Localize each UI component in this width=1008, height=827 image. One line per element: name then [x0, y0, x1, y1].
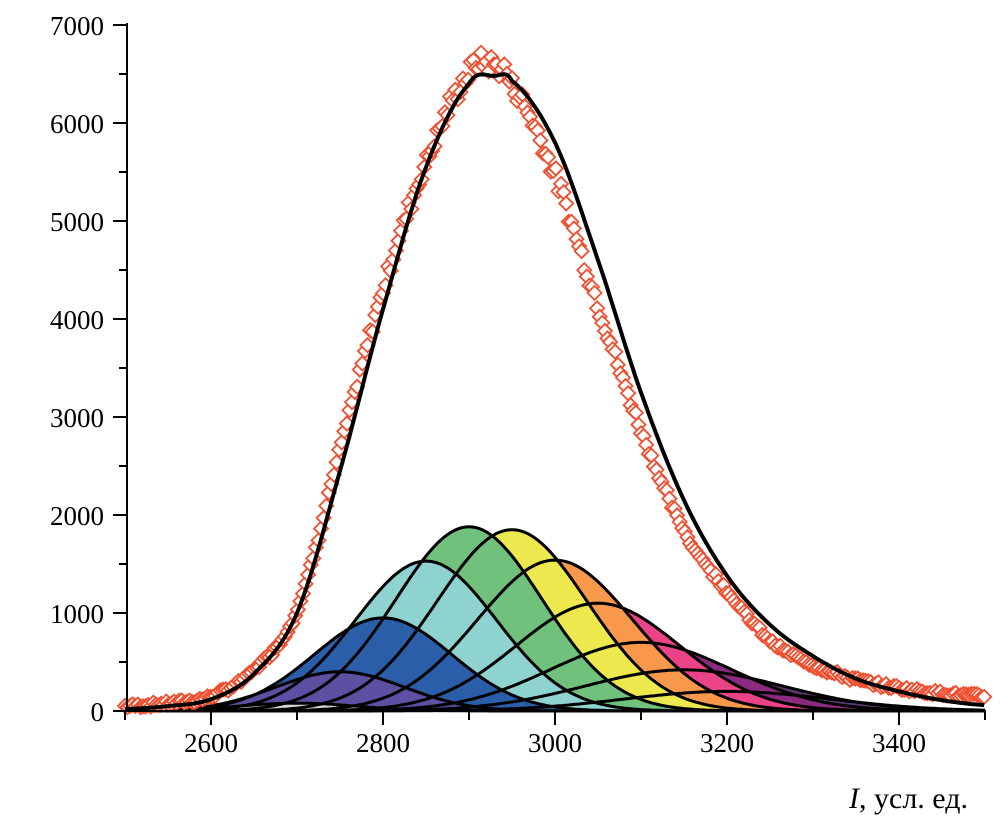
data-point [606, 343, 624, 361]
y-tick-label: 2000 [50, 501, 104, 531]
data-point [586, 284, 603, 302]
x-tick-label: 3000 [528, 728, 582, 758]
fit-curve [124, 72, 985, 711]
x-tick-label: 2800 [356, 728, 410, 758]
y-tick-label: 0 [91, 697, 105, 727]
x-axis-label-units: , усл. ед. [859, 782, 968, 815]
x-axis-label: I, усл. ед. [848, 782, 968, 815]
ticks: 2600 2800 3000 3200 3400 0 1000 2000 3000 4000 500… [50, 11, 986, 758]
data-point [532, 132, 549, 149]
x-tick-label: 3200 [700, 728, 754, 758]
component-fill-2750 [125, 671, 985, 711]
data-point [547, 160, 565, 177]
x-axis-label-symbol: I [848, 782, 861, 815]
y-tick-label: 7000 [50, 11, 104, 41]
y-tick-label: 4000 [50, 305, 104, 335]
data-point [573, 242, 590, 260]
data-point [557, 195, 575, 212]
x-tick-label: 3400 [872, 728, 926, 758]
y-tick-label: 3000 [50, 403, 104, 433]
x-tick-label: 2600 [184, 728, 238, 758]
data-point [539, 148, 557, 166]
y-tick-label: 1000 [50, 599, 104, 629]
y-tick-label: 5000 [50, 207, 104, 237]
y-tick-label: 6000 [50, 109, 104, 139]
